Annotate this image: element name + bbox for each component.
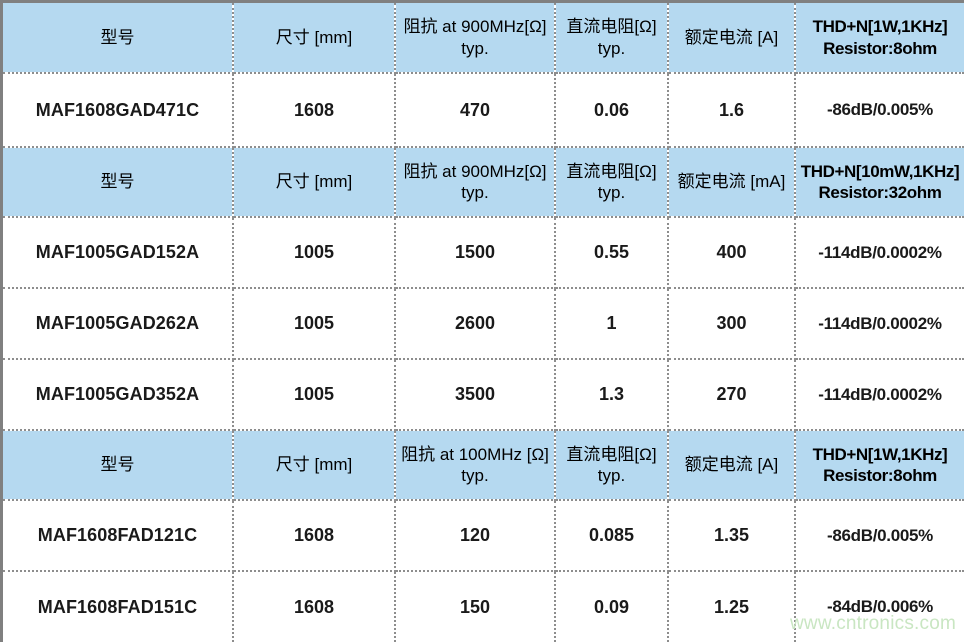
cell-size: 1005 bbox=[233, 359, 396, 431]
table-header-row: 型号 尺寸 [mm] 阻抗 at 100MHz [Ω] typ. 直流电阻[Ω]… bbox=[3, 430, 964, 501]
cell-dc-resistance: 0.55 bbox=[555, 217, 669, 289]
cell-rated-current: 300 bbox=[668, 288, 796, 360]
table-header-row: 型号 尺寸 [mm] 阻抗 at 900MHz[Ω] typ. 直流电阻[Ω] … bbox=[3, 147, 964, 218]
header-cell-rated-current: 额定电流 [mA] bbox=[668, 147, 796, 218]
header-cell-thd-n: THD+N[1W,1KHz] Resistor:8ohm bbox=[795, 3, 964, 74]
header-cell-dc-resistance: 直流电阻[Ω] typ. bbox=[555, 3, 669, 74]
cell-impedance: 2600 bbox=[395, 288, 556, 360]
header-cell-impedance: 阻抗 at 900MHz[Ω] typ. bbox=[395, 147, 556, 218]
cell-thd-n: -114dB/0.0002% bbox=[795, 288, 964, 360]
header-cell-part-number: 型号 bbox=[3, 147, 234, 218]
cell-thd-n: -84dB/0.006% bbox=[795, 571, 964, 642]
header-cell-thd-n: THD+N[1W,1KHz] Resistor:8ohm bbox=[795, 430, 964, 501]
cell-size: 1608 bbox=[233, 500, 396, 572]
header-cell-size: 尺寸 [mm] bbox=[233, 147, 396, 218]
cell-size: 1005 bbox=[233, 288, 396, 360]
cell-rated-current: 1.25 bbox=[668, 571, 796, 642]
cell-dc-resistance: 1.3 bbox=[555, 359, 669, 431]
table-row: MAF1608GAD471C 1608 470 0.06 1.6 -86dB/0… bbox=[3, 73, 964, 148]
header-cell-size: 尺寸 [mm] bbox=[233, 3, 396, 74]
cell-thd-n: -86dB/0.005% bbox=[795, 73, 964, 148]
cell-impedance: 470 bbox=[395, 73, 556, 148]
table-row: MAF1608FAD151C 1608 150 0.09 1.25 -84dB/… bbox=[3, 571, 964, 642]
cell-rated-current: 1.35 bbox=[668, 500, 796, 572]
cell-thd-n: -114dB/0.0002% bbox=[795, 217, 964, 289]
header-cell-rated-current: 额定电流 [A] bbox=[668, 430, 796, 501]
cell-dc-resistance: 0.09 bbox=[555, 571, 669, 642]
cell-rated-current: 270 bbox=[668, 359, 796, 431]
cell-dc-resistance: 0.06 bbox=[555, 73, 669, 148]
cell-impedance: 1500 bbox=[395, 217, 556, 289]
cell-size: 1608 bbox=[233, 571, 396, 642]
header-cell-part-number: 型号 bbox=[3, 430, 234, 501]
cell-part-number: MAF1005GAD262A bbox=[3, 288, 234, 360]
cell-rated-current: 1.6 bbox=[668, 73, 796, 148]
header-cell-size: 尺寸 [mm] bbox=[233, 430, 396, 501]
cell-impedance: 120 bbox=[395, 500, 556, 572]
table-row: MAF1005GAD262A 1005 2600 1 300 -114dB/0.… bbox=[3, 288, 964, 360]
cell-dc-resistance: 1 bbox=[555, 288, 669, 360]
cell-part-number: MAF1608FAD121C bbox=[3, 500, 234, 572]
table-row: MAF1608FAD121C 1608 120 0.085 1.35 -86dB… bbox=[3, 500, 964, 572]
table-row: MAF1005GAD152A 1005 1500 0.55 400 -114dB… bbox=[3, 217, 964, 289]
header-cell-part-number: 型号 bbox=[3, 3, 234, 74]
cell-thd-n: -86dB/0.005% bbox=[795, 500, 964, 572]
header-cell-dc-resistance: 直流电阻[Ω] typ. bbox=[555, 430, 669, 501]
cell-part-number: MAF1005GAD352A bbox=[3, 359, 234, 431]
component-specification-table: 型号 尺寸 [mm] 阻抗 at 900MHz[Ω] typ. 直流电阻[Ω] … bbox=[3, 3, 964, 642]
table-header-row: 型号 尺寸 [mm] 阻抗 at 900MHz[Ω] typ. 直流电阻[Ω] … bbox=[3, 3, 964, 74]
header-cell-impedance: 阻抗 at 100MHz [Ω] typ. bbox=[395, 430, 556, 501]
header-cell-impedance: 阻抗 at 900MHz[Ω] typ. bbox=[395, 3, 556, 74]
header-cell-rated-current: 额定电流 [A] bbox=[668, 3, 796, 74]
cell-impedance: 3500 bbox=[395, 359, 556, 431]
cell-impedance: 150 bbox=[395, 571, 556, 642]
cell-thd-n: -114dB/0.0002% bbox=[795, 359, 964, 431]
cell-part-number: MAF1608FAD151C bbox=[3, 571, 234, 642]
table-body: 型号 尺寸 [mm] 阻抗 at 900MHz[Ω] typ. 直流电阻[Ω] … bbox=[3, 3, 964, 642]
header-cell-thd-n: THD+N[10mW,1KHz]Resistor:32ohm bbox=[795, 147, 964, 218]
cell-size: 1608 bbox=[233, 73, 396, 148]
table-row: MAF1005GAD352A 1005 3500 1.3 270 -114dB/… bbox=[3, 359, 964, 431]
cell-part-number: MAF1005GAD152A bbox=[3, 217, 234, 289]
cell-rated-current: 400 bbox=[668, 217, 796, 289]
cell-size: 1005 bbox=[233, 217, 396, 289]
header-cell-dc-resistance: 直流电阻[Ω] typ. bbox=[555, 147, 669, 218]
cell-part-number: MAF1608GAD471C bbox=[3, 73, 234, 148]
cell-dc-resistance: 0.085 bbox=[555, 500, 669, 572]
